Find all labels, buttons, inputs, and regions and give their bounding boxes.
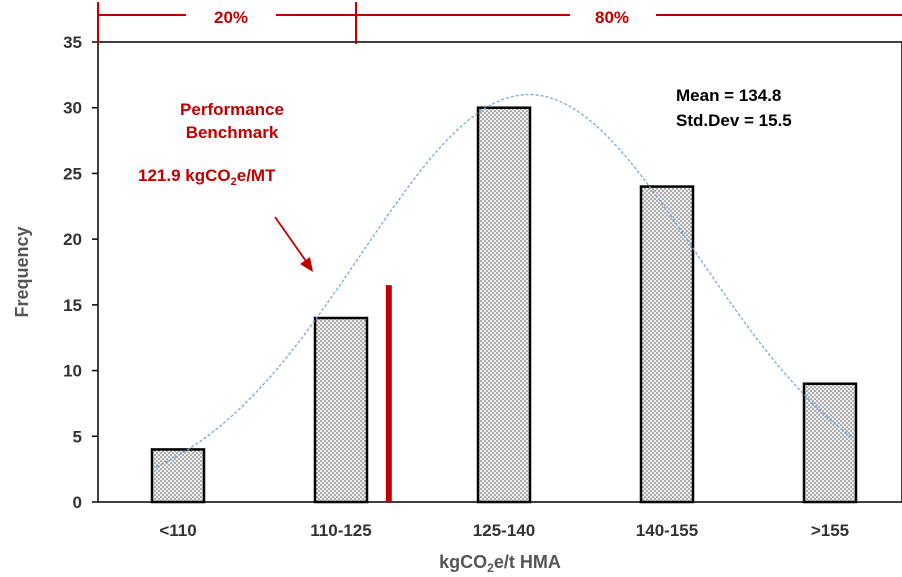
y-tick-label: 15 <box>63 296 82 315</box>
x-axis-ticks: <110 110-125 125-140 140-155 >155 <box>159 521 849 540</box>
x-tick-label: 140-155 <box>636 521 698 540</box>
y-tick-label: 25 <box>63 164 82 183</box>
y-tick-label: 0 <box>73 493 82 512</box>
percentile-right-label: 80% <box>595 8 629 27</box>
x-tick-label: 125-140 <box>473 521 535 540</box>
bars <box>150 106 858 504</box>
y-tick-label: 30 <box>63 99 82 118</box>
x-axis-title: kgCO2e/t HMA <box>439 552 561 575</box>
x-tick-label: <110 <box>159 521 196 540</box>
x-tick-label: 110-125 <box>310 521 371 540</box>
percentile-left-label: 20% <box>214 8 248 27</box>
bar-3 <box>476 106 532 504</box>
mean-label: Mean = 134.8 <box>676 86 781 105</box>
benchmark-arrow <box>274 216 309 265</box>
benchmark-label-line2: Benchmark <box>186 123 279 142</box>
y-axis-title: Frequency <box>12 226 32 317</box>
x-tick-label: >155 <box>811 521 849 540</box>
bar-4 <box>639 185 695 504</box>
benchmark-label-line1: Performance <box>180 100 284 119</box>
y-tick-label: 35 <box>63 33 82 52</box>
y-axis-ticks: 0 5 10 15 20 25 30 35 <box>63 33 98 512</box>
y-tick-label: 5 <box>73 427 82 446</box>
bar-2 <box>313 316 369 504</box>
benchmark-value-label: 121.9 kgCO2e/MT <box>138 166 276 188</box>
benchmark-arrowhead <box>300 257 313 272</box>
percentile-bar: 20% 80% <box>97 2 902 44</box>
bar-5 <box>802 382 858 504</box>
normal-fit-curve <box>156 93 853 468</box>
std-dev-label: Std.Dev = 15.5 <box>676 111 792 130</box>
y-tick-label: 20 <box>63 230 82 249</box>
y-tick-label: 10 <box>63 362 82 381</box>
bar-1 <box>150 448 206 504</box>
